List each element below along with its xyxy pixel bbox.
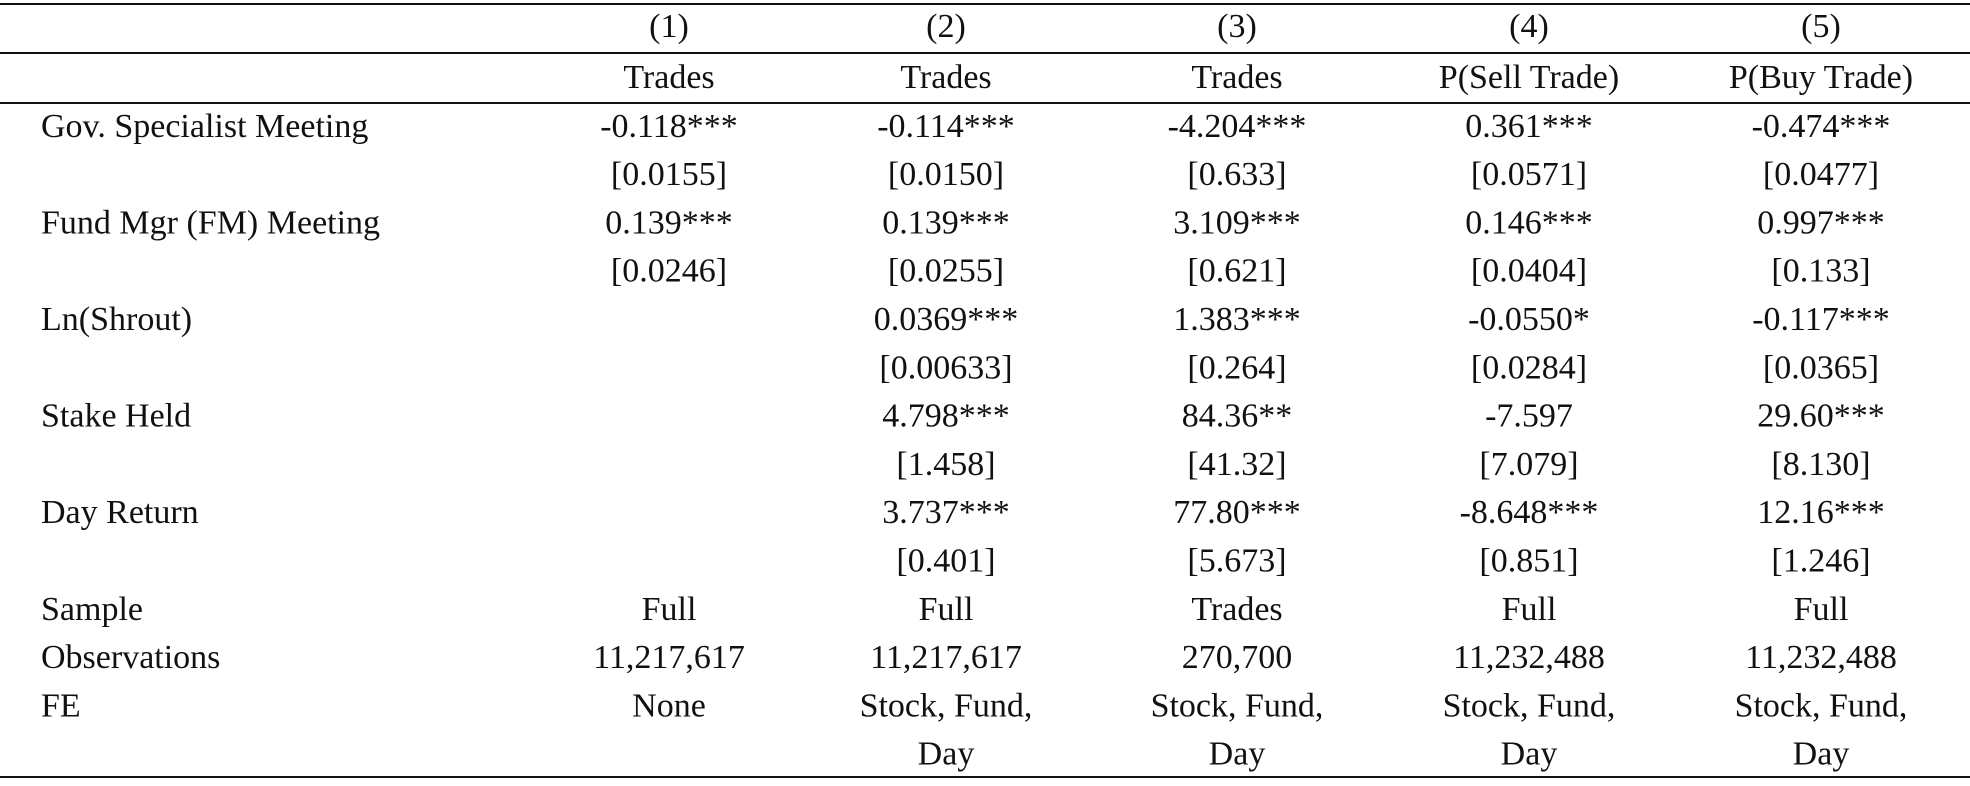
estimate: -8.648*** [1460, 494, 1599, 531]
estimate: 12.16*** [1757, 494, 1885, 531]
column-name: P(Buy Trade) [1729, 59, 1913, 96]
estimate: 4.798*** [882, 398, 1010, 435]
footer-value: Day [1501, 736, 1558, 773]
estimate: -0.118*** [600, 108, 738, 145]
row-label: Observations [41, 639, 220, 676]
estimate: 1.383*** [1173, 301, 1301, 338]
std-error: [8.130] [1771, 446, 1870, 483]
footer-value: Full [919, 591, 974, 628]
footer-value: Stock, Fund, [1151, 687, 1324, 724]
std-error: [0.0477] [1763, 156, 1879, 193]
std-error: [0.0365] [1763, 349, 1879, 386]
row-label: Gov. Specialist Meeting [41, 108, 368, 145]
column-number: (2) [926, 8, 966, 45]
estimate: 77.80*** [1173, 494, 1301, 531]
std-error: [0.0255] [888, 253, 1004, 290]
estimate: -0.114*** [877, 108, 1015, 145]
std-error: [0.0150] [888, 156, 1004, 193]
column-name: Trades [623, 59, 714, 96]
column-name: P(Sell Trade) [1439, 59, 1619, 96]
row-label: Stake Held [41, 398, 191, 435]
footer-value: Trades [1191, 591, 1282, 628]
estimate: 0.146*** [1465, 204, 1593, 241]
estimate: -0.117*** [1752, 301, 1890, 338]
column-number: (1) [649, 8, 689, 45]
footer-value: 11,232,488 [1453, 639, 1605, 676]
row-label: Day Return [41, 494, 199, 531]
estimate: -4.204*** [1168, 108, 1307, 145]
row-label: Sample [41, 591, 143, 628]
std-error: [0.401] [896, 542, 995, 579]
footer-value: Full [1502, 591, 1557, 628]
row-label: Fund Mgr (FM) Meeting [41, 204, 380, 241]
std-error: [0.0571] [1471, 156, 1587, 193]
footer-value: Full [642, 591, 697, 628]
footer-value: Stock, Fund, [860, 687, 1033, 724]
column-number: (5) [1801, 8, 1841, 45]
footer-value: Stock, Fund, [1443, 687, 1616, 724]
footer-value: 11,217,617 [870, 639, 1022, 676]
estimate: 0.361*** [1465, 108, 1593, 145]
footer-value: Day [918, 736, 975, 773]
estimate: -0.0550* [1468, 301, 1590, 338]
std-error: [0.0404] [1471, 253, 1587, 290]
column-name: Trades [900, 59, 991, 96]
std-error: [0.00633] [879, 349, 1012, 386]
std-error: [7.079] [1479, 446, 1578, 483]
estimate: 3.737*** [882, 494, 1010, 531]
footer-value: None [632, 687, 706, 724]
estimate: 84.36** [1182, 398, 1293, 435]
footer-value: 11,217,617 [593, 639, 745, 676]
estimate: 29.60*** [1757, 398, 1885, 435]
footer-value: 11,232,488 [1745, 639, 1897, 676]
footer-value: Day [1209, 736, 1266, 773]
std-error: [0.851] [1479, 542, 1578, 579]
estimate: 0.0369*** [874, 301, 1019, 338]
footer-value: Stock, Fund, [1735, 687, 1908, 724]
footer-value: Full [1794, 591, 1849, 628]
std-error: [0.133] [1771, 253, 1870, 290]
footer-value: Day [1793, 736, 1850, 773]
estimate: 0.139*** [882, 204, 1010, 241]
estimate: -7.597 [1485, 398, 1573, 435]
row-label: Ln(Shrout) [41, 301, 192, 338]
std-error: [0.264] [1187, 349, 1286, 386]
footer-value: 270,700 [1182, 639, 1293, 676]
estimate: -0.474*** [1752, 108, 1891, 145]
std-error: [0.633] [1187, 156, 1286, 193]
column-name: Trades [1191, 59, 1282, 96]
std-error: [41.32] [1187, 446, 1286, 483]
std-error: [0.621] [1187, 253, 1286, 290]
std-error: [0.0155] [611, 156, 727, 193]
std-error: [5.673] [1187, 542, 1286, 579]
std-error: [0.0246] [611, 253, 727, 290]
std-error: [1.458] [896, 446, 995, 483]
estimate: 0.139*** [605, 204, 733, 241]
row-label: FE [41, 687, 81, 724]
estimate: 0.997*** [1757, 204, 1885, 241]
std-error: [1.246] [1771, 542, 1870, 579]
column-number: (4) [1509, 8, 1549, 45]
estimate: 3.109*** [1173, 204, 1301, 241]
std-error: [0.0284] [1471, 349, 1587, 386]
column-number: (3) [1217, 8, 1257, 45]
